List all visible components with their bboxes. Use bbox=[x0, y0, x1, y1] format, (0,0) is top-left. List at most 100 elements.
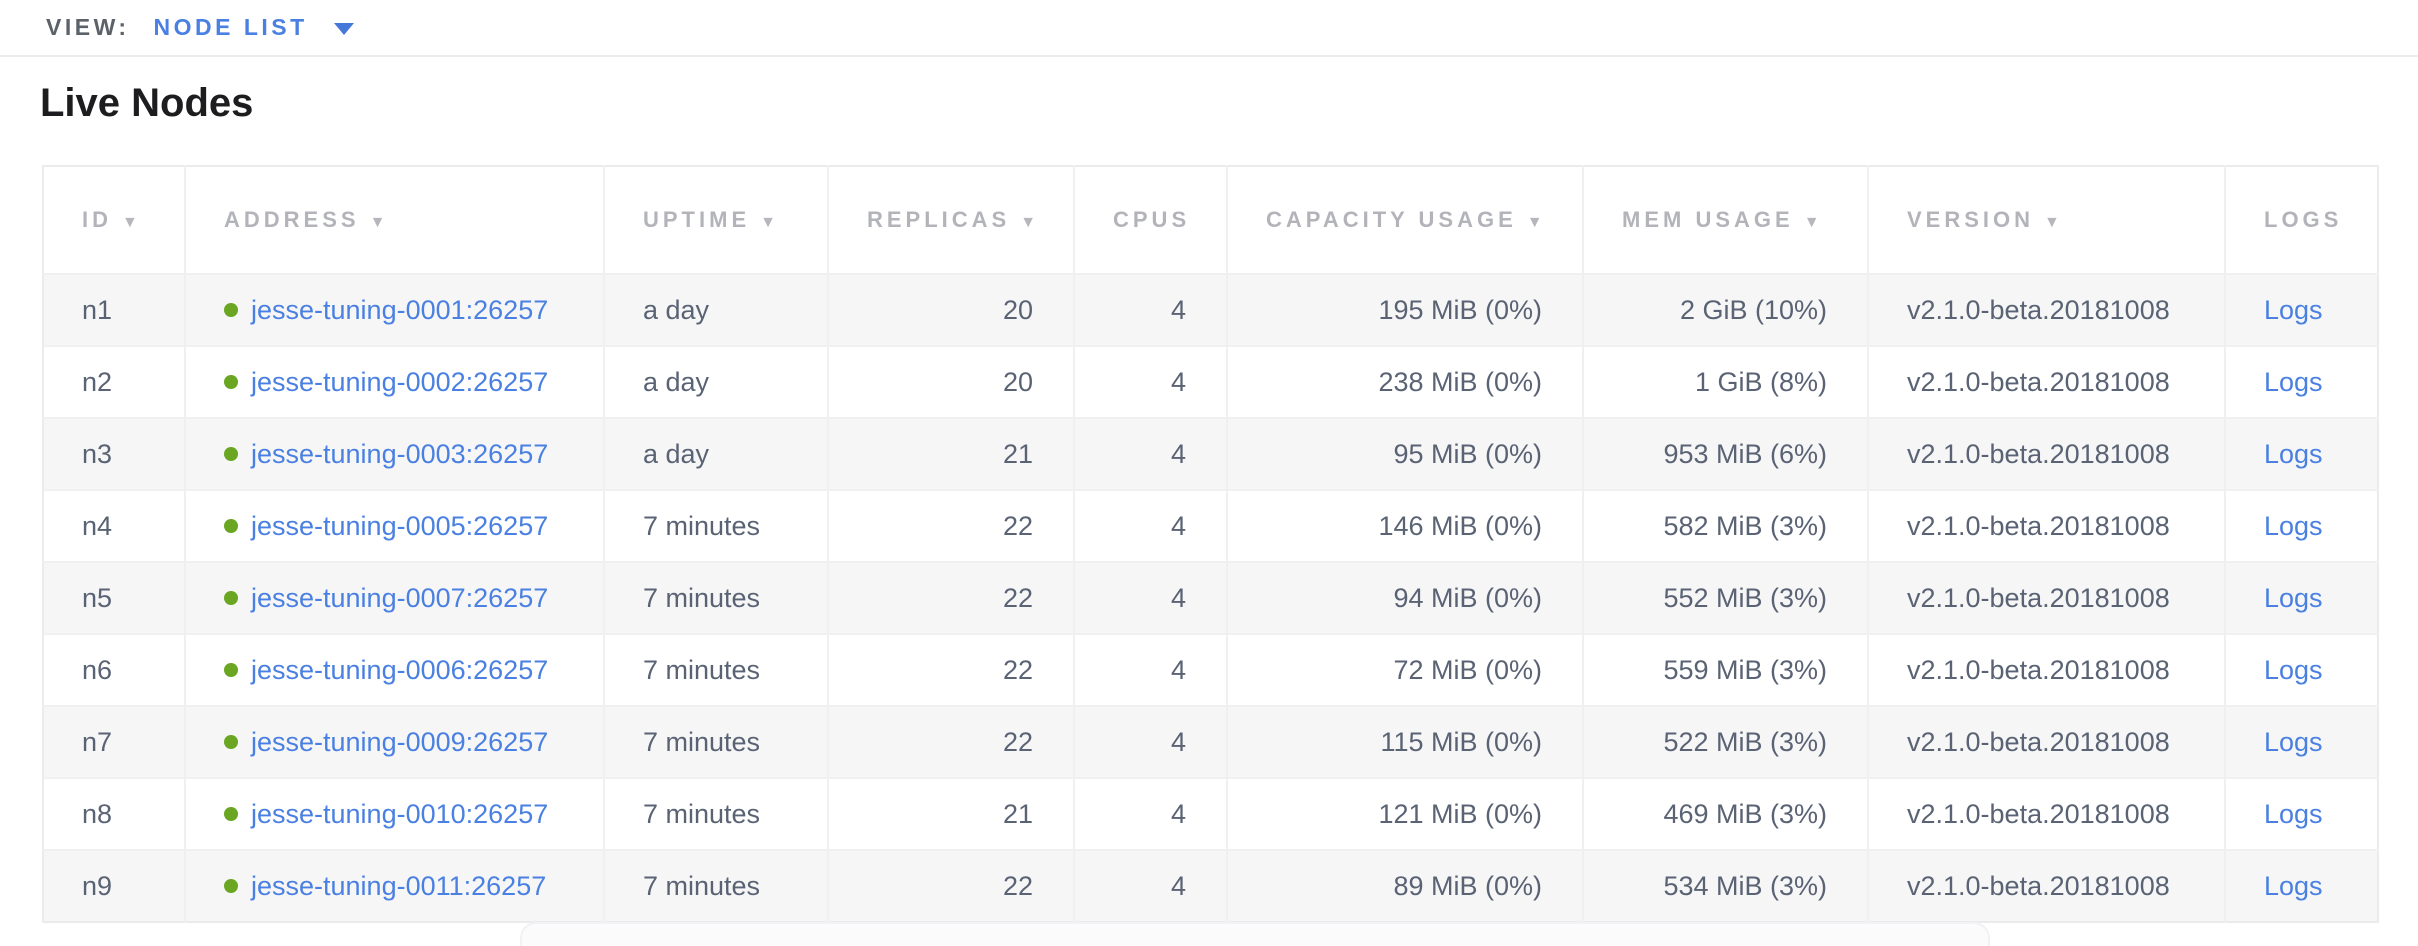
node-logs-link[interactable]: Logs bbox=[2264, 798, 2323, 829]
view-label: VIEW: bbox=[46, 14, 130, 40]
node-id-cell: n2 bbox=[43, 345, 185, 418]
node-logs-link[interactable]: Logs bbox=[2264, 582, 2323, 613]
node-uptime-cell: 7 minutes bbox=[603, 633, 828, 706]
node-address-link[interactable]: jesse-tuning-0006:26257 bbox=[251, 654, 549, 685]
node-live-status-icon bbox=[224, 302, 238, 317]
node-live-status-icon bbox=[224, 446, 238, 461]
column-header-label: UPTIME bbox=[643, 207, 751, 232]
table-body: n1 jesse-tuning-0001:26257 a day 20 4 19… bbox=[43, 273, 2378, 922]
node-address-link[interactable]: jesse-tuning-0001:26257 bbox=[251, 294, 549, 325]
column-header-label: CPUS bbox=[1113, 207, 1191, 232]
sort-desc-icon: ▼ bbox=[1020, 214, 1041, 231]
node-logs-link[interactable]: Logs bbox=[2264, 510, 2323, 541]
node-live-status-icon bbox=[224, 518, 238, 533]
node-version-cell: v2.1.0-beta.20181008 bbox=[1867, 489, 2225, 562]
column-header-label: MEM USAGE bbox=[1622, 207, 1794, 232]
column-header-label: LOGS bbox=[2264, 207, 2343, 232]
column-header-label: REPLICAS bbox=[867, 207, 1011, 232]
node-capacity-usage-cell: 94 MiB (0%) bbox=[1226, 561, 1583, 634]
column-header-replicas[interactable]: REPLICAS ▼ bbox=[827, 166, 1074, 274]
sort-desc-icon: ▼ bbox=[2044, 214, 2064, 231]
node-address-link[interactable]: jesse-tuning-0002:26257 bbox=[251, 366, 549, 397]
node-address-link[interactable]: jesse-tuning-0003:26257 bbox=[251, 438, 549, 469]
node-address-cell: jesse-tuning-0007:26257 bbox=[184, 561, 604, 634]
node-id-cell: n8 bbox=[43, 777, 185, 850]
node-address-cell: jesse-tuning-0005:26257 bbox=[184, 489, 604, 562]
view-dropdown[interactable]: NODE LIST bbox=[154, 14, 354, 41]
node-logs-link[interactable]: Logs bbox=[2264, 726, 2323, 757]
column-header-capacity-usage[interactable]: CAPACITY USAGE ▼ bbox=[1226, 166, 1583, 274]
node-logs-link[interactable]: Logs bbox=[2264, 366, 2323, 397]
column-header-address[interactable]: ADDRESS ▼ bbox=[184, 166, 604, 274]
node-logs-cell: Logs bbox=[2224, 345, 2378, 418]
node-id-cell: n5 bbox=[43, 561, 185, 634]
node-mem-usage-cell: 2 GiB (10%) bbox=[1582, 273, 1868, 346]
node-id-cell: n1 bbox=[43, 273, 185, 346]
node-logs-cell: Logs bbox=[2224, 777, 2378, 850]
node-id-cell: n9 bbox=[43, 849, 185, 922]
table-row: n6 jesse-tuning-0006:26257 7 minutes 22 … bbox=[43, 633, 2378, 706]
node-uptime-cell: 7 minutes bbox=[603, 849, 828, 922]
node-logs-cell: Logs bbox=[2224, 561, 2378, 634]
node-address-link[interactable]: jesse-tuning-0010:26257 bbox=[251, 798, 549, 829]
live-nodes-table: ID ▼ ADDRESS ▼ UPTIME ▼ REPLICAS ▼ CPUS CAPACITY … bbox=[42, 165, 2379, 923]
node-logs-link[interactable]: Logs bbox=[2264, 294, 2323, 325]
below-fold-panel-edge bbox=[520, 922, 1990, 946]
node-id-cell: n6 bbox=[43, 633, 185, 706]
node-mem-usage-cell: 469 MiB (3%) bbox=[1582, 777, 1868, 850]
sort-desc-icon: ▼ bbox=[1526, 214, 1547, 231]
node-cpus-cell: 4 bbox=[1073, 417, 1227, 490]
node-capacity-usage-cell: 72 MiB (0%) bbox=[1226, 633, 1583, 706]
column-header-mem-usage[interactable]: MEM USAGE ▼ bbox=[1582, 166, 1868, 274]
view-selector-bar: VIEW: NODE LIST bbox=[0, 0, 2418, 57]
node-id-cell: n7 bbox=[43, 705, 185, 778]
sort-desc-icon: ▼ bbox=[1803, 214, 1824, 231]
column-header-uptime[interactable]: UPTIME ▼ bbox=[603, 166, 828, 274]
node-version-cell: v2.1.0-beta.20181008 bbox=[1867, 417, 2225, 490]
node-address-cell: jesse-tuning-0010:26257 bbox=[184, 777, 604, 850]
node-cpus-cell: 4 bbox=[1073, 633, 1227, 706]
node-cpus-cell: 4 bbox=[1073, 561, 1227, 634]
node-address-cell: jesse-tuning-0009:26257 bbox=[184, 705, 604, 778]
node-id-cell: n4 bbox=[43, 489, 185, 562]
node-address-link[interactable]: jesse-tuning-0011:26257 bbox=[251, 870, 547, 901]
node-cpus-cell: 4 bbox=[1073, 345, 1227, 418]
node-logs-link[interactable]: Logs bbox=[2264, 654, 2323, 685]
node-version-cell: v2.1.0-beta.20181008 bbox=[1867, 561, 2225, 634]
node-uptime-cell: a day bbox=[603, 273, 828, 346]
node-address-link[interactable]: jesse-tuning-0007:26257 bbox=[251, 582, 549, 613]
node-version-cell: v2.1.0-beta.20181008 bbox=[1867, 705, 2225, 778]
node-logs-cell: Logs bbox=[2224, 417, 2378, 490]
node-logs-link[interactable]: Logs bbox=[2264, 870, 2323, 901]
node-version-cell: v2.1.0-beta.20181008 bbox=[1867, 777, 2225, 850]
node-replicas-cell: 22 bbox=[827, 561, 1074, 634]
node-replicas-cell: 22 bbox=[827, 633, 1074, 706]
node-cpus-cell: 4 bbox=[1073, 273, 1227, 346]
column-header-cpus: CPUS bbox=[1073, 166, 1227, 274]
node-mem-usage-cell: 559 MiB (3%) bbox=[1582, 633, 1868, 706]
node-address-link[interactable]: jesse-tuning-0005:26257 bbox=[251, 510, 549, 541]
table-row: n8 jesse-tuning-0010:26257 7 minutes 21 … bbox=[43, 777, 2378, 850]
column-header-id[interactable]: ID ▼ bbox=[43, 166, 185, 274]
node-address-cell: jesse-tuning-0003:26257 bbox=[184, 417, 604, 490]
node-uptime-cell: a day bbox=[603, 345, 828, 418]
node-version-cell: v2.1.0-beta.20181008 bbox=[1867, 345, 2225, 418]
column-header-label: ADDRESS bbox=[224, 207, 360, 232]
node-logs-link[interactable]: Logs bbox=[2264, 438, 2323, 469]
node-address-cell: jesse-tuning-0001:26257 bbox=[184, 273, 604, 346]
node-replicas-cell: 22 bbox=[827, 705, 1074, 778]
node-cpus-cell: 4 bbox=[1073, 777, 1227, 850]
node-capacity-usage-cell: 121 MiB (0%) bbox=[1226, 777, 1583, 850]
node-mem-usage-cell: 522 MiB (3%) bbox=[1582, 705, 1868, 778]
sort-desc-icon: ▼ bbox=[760, 214, 780, 231]
node-address-link[interactable]: jesse-tuning-0009:26257 bbox=[251, 726, 549, 757]
column-header-label: CAPACITY USAGE bbox=[1266, 207, 1517, 232]
node-capacity-usage-cell: 195 MiB (0%) bbox=[1226, 273, 1583, 346]
page-title: Live Nodes bbox=[40, 81, 254, 125]
table-row: n2 jesse-tuning-0002:26257 a day 20 4 23… bbox=[43, 345, 2378, 418]
table-header-row: ID ▼ ADDRESS ▼ UPTIME ▼ REPLICAS ▼ CPUS CAPACITY … bbox=[43, 166, 2378, 274]
node-replicas-cell: 21 bbox=[827, 417, 1074, 490]
column-header-version[interactable]: VERSION ▼ bbox=[1867, 166, 2225, 274]
node-uptime-cell: 7 minutes bbox=[603, 561, 828, 634]
node-address-cell: jesse-tuning-0011:26257 bbox=[184, 849, 604, 922]
